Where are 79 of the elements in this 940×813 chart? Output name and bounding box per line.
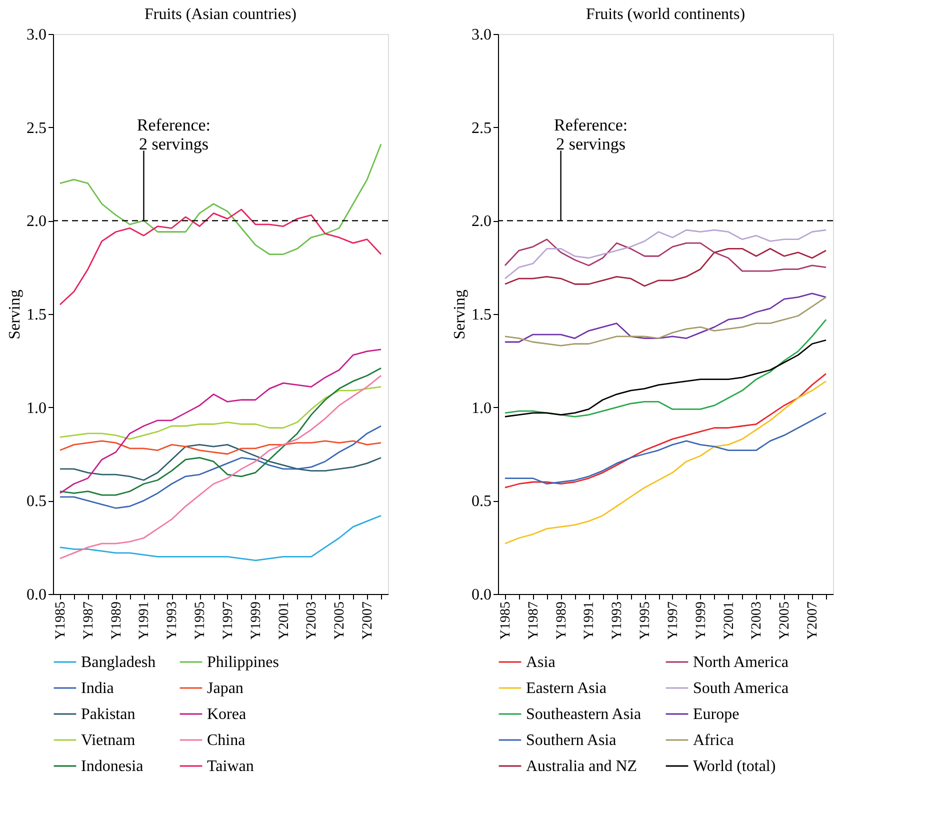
y-tick-label: 3.0 <box>472 26 492 44</box>
x-tick-label: Y1999 <box>248 602 264 640</box>
line-series <box>59 386 382 440</box>
line-series <box>59 440 382 455</box>
line-series <box>59 208 382 306</box>
x-tick-label: Y2001 <box>722 602 737 640</box>
legend-label: North America <box>693 654 789 671</box>
line-series <box>504 380 827 544</box>
legend-label: Eastern Asia <box>526 680 606 697</box>
x-tick-label: Y2003 <box>750 602 765 640</box>
legend-label: Africa <box>693 732 734 749</box>
line-series <box>59 425 382 509</box>
x-tick-label: Y1991 <box>582 602 598 640</box>
legend-label: India <box>81 680 114 697</box>
y-tick-label: 0.5 <box>472 493 492 510</box>
x-tick-label: Y1985 <box>498 602 514 640</box>
y-tick-label: 0.0 <box>472 586 492 604</box>
y-tick-label: 1.0 <box>472 400 492 417</box>
x-tick-label: Y1993 <box>165 602 180 640</box>
x-tick-label: Y2003 <box>304 602 320 640</box>
y-axis-title: Serving <box>452 290 468 340</box>
line-series <box>504 229 827 280</box>
x-tick-label: Y1989 <box>554 602 570 640</box>
y-tick-label: 1.0 <box>26 400 46 417</box>
y-tick-label: 0.0 <box>26 586 46 604</box>
y-axis-title: Serving <box>6 290 24 340</box>
x-tick-label: Y2005 <box>332 602 348 640</box>
line-series <box>59 514 382 562</box>
x-tick-label: Y1991 <box>137 602 152 640</box>
legend-label: Japan <box>207 680 244 697</box>
line-series <box>504 339 827 418</box>
legend-label: Bangladesh <box>81 654 156 671</box>
x-tick-label: Y2007 <box>806 602 821 640</box>
x-tick-label: Y2007 <box>360 602 376 640</box>
line-series <box>504 412 827 485</box>
line-series <box>59 374 382 560</box>
x-tick-label: Y1997 <box>666 602 681 640</box>
legend-label: Australia and NZ <box>526 758 638 775</box>
annotation: Reference: 2 servings <box>136 116 211 154</box>
legend-label: Europe <box>693 706 740 723</box>
y-tick-label: 2.5 <box>26 120 46 137</box>
line-series <box>59 444 382 481</box>
legend-label: Southern Asia <box>526 732 616 749</box>
y-tick-label: 1.5 <box>26 306 46 324</box>
y-tick-label: 1.5 <box>472 306 492 324</box>
legend-label: World (total) <box>693 758 776 775</box>
legend-label: Vietnam <box>81 732 136 749</box>
legend-label: Philippines <box>207 654 280 671</box>
chart-title: Fruits (Asian countries) <box>144 6 296 23</box>
legend-label: Indonesia <box>81 758 144 775</box>
legend-label: Southeastern Asia <box>526 706 642 723</box>
line-series <box>504 373 827 488</box>
annotation: Reference: 2 servings <box>554 116 628 154</box>
y-tick-label: 2.0 <box>26 213 46 230</box>
legend-label: Asia <box>526 654 556 671</box>
line-series <box>504 238 827 272</box>
x-tick-label: Y2005 <box>778 602 793 640</box>
x-tick-label: Y1985 <box>53 602 68 640</box>
y-tick-label: 0.5 <box>26 493 46 510</box>
x-tick-label: Y1995 <box>193 602 208 640</box>
legend-label: China <box>207 732 246 749</box>
legend-label: Pakistan <box>81 706 136 723</box>
legend-label: South America <box>693 680 789 697</box>
x-tick-label: Y1995 <box>638 602 654 640</box>
x-tick-label: Y1987 <box>526 602 542 640</box>
x-tick-label: Y1999 <box>694 602 709 640</box>
legend-label: Korea <box>207 706 246 723</box>
x-tick-label: Y1989 <box>109 602 124 640</box>
x-tick-label: Y2001 <box>276 602 292 640</box>
y-tick-label: 3.0 <box>26 26 46 44</box>
x-tick-label: Y1987 <box>81 602 96 640</box>
y-tick-label: 2.0 <box>472 213 492 230</box>
line-series <box>504 318 827 418</box>
x-tick-label: Y1997 <box>220 602 236 640</box>
line-series <box>504 248 827 287</box>
chart-title: Fruits (world continents) <box>586 6 746 23</box>
legend-label: Taiwan <box>207 758 254 775</box>
x-tick-label: Y1993 <box>610 602 626 640</box>
y-tick-label: 2.5 <box>472 120 492 137</box>
